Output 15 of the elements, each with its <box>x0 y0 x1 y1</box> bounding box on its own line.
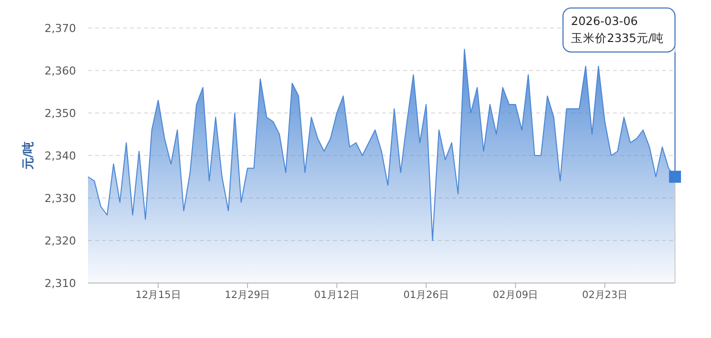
y-axis-title: 元/吨 <box>21 141 35 171</box>
y-tick-label: 2,330 <box>44 192 76 205</box>
y-tick-label: 2,310 <box>44 277 76 290</box>
y-tick-label: 2,340 <box>44 150 76 162</box>
y-tick-label: 2,370 <box>44 22 76 35</box>
x-tick-label: 12月15日 <box>135 290 181 301</box>
x-tick-label: 12月29日 <box>224 290 270 301</box>
x-tick-label: 01月26日 <box>403 290 449 301</box>
x-tick-label: 01月12日 <box>314 290 360 301</box>
y-tick-label: 2,320 <box>44 234 76 248</box>
y-tick-label: 2,360 <box>44 64 76 78</box>
x-tick-label: 02月23日 <box>582 290 628 301</box>
x-tick-label: 02月09日 <box>492 290 538 301</box>
y-tick-label: 2,350 <box>44 107 76 120</box>
annotation: 2026-03-06 玉米价2335元/吨 <box>571 14 664 45</box>
